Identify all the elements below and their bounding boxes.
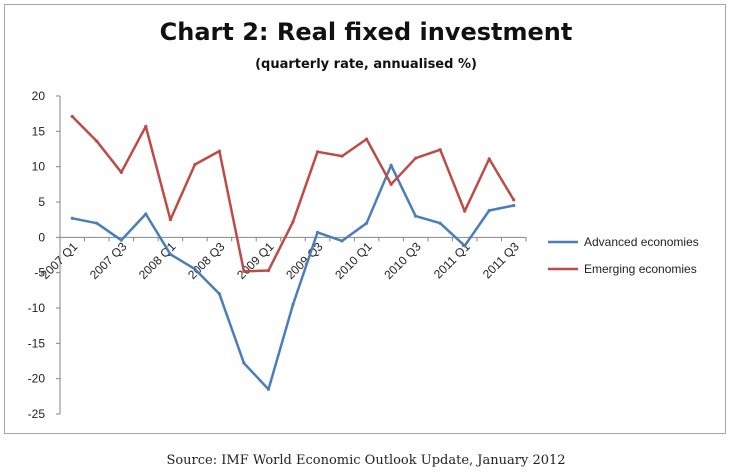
y-tick-label: 20 [32, 89, 46, 103]
data-point-2 [364, 137, 369, 141]
x-tick-label: 2011 Q3 [480, 239, 522, 281]
x-tick-label: 2008 Q3 [185, 239, 228, 282]
data-point-2 [438, 148, 442, 152]
chart-title: Chart 2: Real fixed investment [159, 18, 573, 46]
data-point-1 [217, 292, 222, 296]
y-tick-label: -25 [28, 407, 46, 421]
data-point-1 [266, 387, 271, 391]
data-point-1 [315, 230, 320, 234]
data-point-2 [340, 154, 344, 158]
data-point-2 [266, 268, 271, 273]
data-point-2 [217, 149, 222, 153]
data-point-1 [193, 267, 197, 271]
y-tick-label: 10 [32, 160, 46, 174]
x-tick-label: 2008 Q1 [136, 239, 179, 282]
legend: Advanced economies Emerging economies [548, 235, 699, 276]
x-tick-label: 2007 Q3 [87, 239, 130, 282]
data-point-2 [291, 220, 295, 224]
data-point-1 [119, 238, 123, 242]
data-point-2 [463, 209, 467, 213]
data-point-2 [70, 114, 74, 119]
x-tick-label: 2009 Q3 [283, 239, 326, 282]
series-lines [70, 114, 516, 391]
data-point-2 [315, 150, 320, 154]
x-tick-label: 2010 Q1 [332, 239, 375, 282]
y-tick-label: -5 [34, 266, 45, 280]
series-line-2 [71, 115, 515, 273]
y-tick-label: 0 [38, 230, 45, 244]
data-point-2 [242, 269, 246, 273]
x-tick-label: 2007 Q1 [38, 239, 81, 282]
data-point-1 [512, 203, 516, 208]
y-tick-label: 15 [32, 124, 46, 138]
data-point-2 [193, 162, 197, 167]
chart-subtitle: (quarterly rate, annualised %) [255, 57, 477, 72]
data-point-1 [70, 216, 74, 220]
data-point-1 [340, 239, 344, 243]
y-tick-label: -15 [28, 336, 46, 350]
x-tick-label: 2011 Q1 [431, 239, 473, 281]
source-note: Source: IMF World Economic Outlook Updat… [166, 453, 566, 468]
data-point-2 [119, 170, 123, 174]
chart-frame [4, 4, 726, 434]
data-point-2 [95, 139, 99, 143]
data-point-1 [168, 252, 172, 256]
data-point-1 [291, 302, 295, 307]
legend-label-2: Emerging economies [584, 262, 697, 276]
data-point-1 [364, 221, 369, 225]
data-point-2 [144, 124, 148, 128]
y-tick-label: -20 [28, 372, 46, 386]
y-tick-label: 5 [38, 195, 45, 209]
data-point-1 [463, 244, 467, 248]
data-point-2 [389, 182, 393, 186]
data-point-1 [95, 221, 99, 225]
data-point-1 [414, 214, 418, 218]
data-point-1 [487, 208, 491, 213]
data-point-1 [144, 212, 148, 216]
data-point-2 [487, 157, 491, 161]
data-point-2 [414, 156, 418, 160]
data-point-2 [512, 198, 516, 202]
data-point-2 [168, 218, 172, 222]
data-point-1 [242, 361, 246, 365]
data-point-1 [438, 221, 442, 225]
legend-label-1: Advanced economies [584, 235, 699, 249]
data-point-1 [389, 163, 393, 167]
y-tick-label: -10 [28, 301, 46, 315]
x-tick-label: 2010 Q3 [381, 239, 424, 282]
y-axis: -25 -20 -15 -10 -5 0 5 10 15 20 [28, 89, 61, 421]
